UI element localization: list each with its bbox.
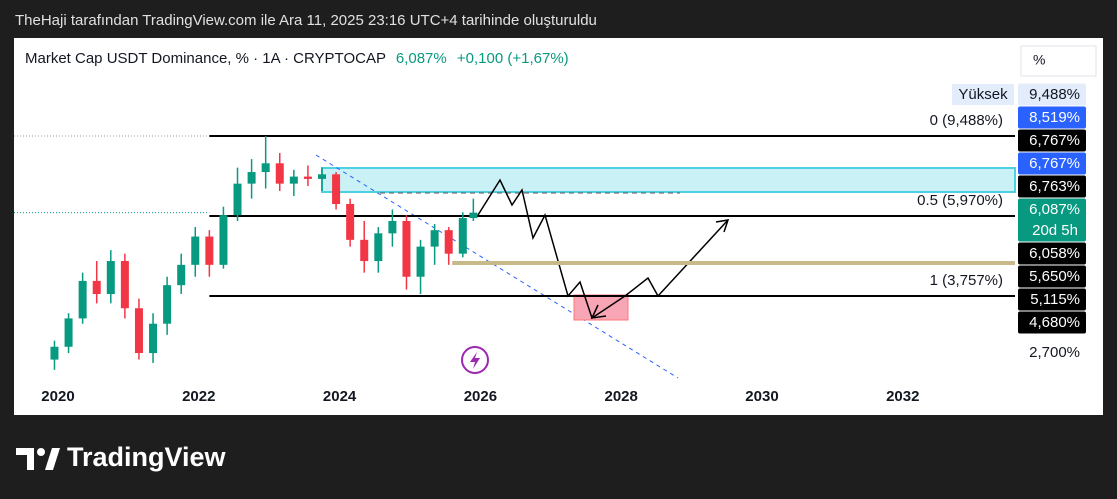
- candle-body: [374, 233, 383, 262]
- price-tag-label: 5,650%: [1029, 268, 1080, 285]
- candle-body: [149, 323, 158, 354]
- logo-dot: [37, 448, 45, 456]
- candle-body: [444, 230, 453, 254]
- logo-mark: [16, 448, 34, 470]
- price-tag: [1018, 106, 1086, 129]
- x-tick-label: 2024: [323, 388, 357, 405]
- high-label: Yüksek: [958, 86, 1008, 103]
- candle-body: [191, 236, 200, 265]
- price-tag: [1018, 288, 1086, 311]
- price-tag-label: 8,519%: [1029, 109, 1080, 126]
- trend-line: [315, 154, 679, 379]
- candle-body: [346, 203, 355, 240]
- candle-body: [317, 174, 326, 179]
- candle-body: [134, 308, 143, 354]
- brand: TradingView: [67, 442, 227, 472]
- candle-body: [430, 230, 439, 247]
- price-tag-label: 4,680%: [1029, 314, 1080, 331]
- price-tag-label: 6,058%: [1029, 245, 1080, 262]
- legend: Market Cap USDT Dominance, % · 1A · CRYP…: [25, 50, 569, 67]
- high-label-bg: [952, 84, 1014, 105]
- x-tick-label: 2022: [182, 388, 215, 405]
- fib-label: 0 (9,488%): [930, 112, 1003, 129]
- candle-body: [458, 218, 467, 254]
- x-tick-label: 2030: [745, 388, 778, 405]
- price-tag-label: 5,115%: [1030, 291, 1080, 308]
- logo-mark: [45, 448, 60, 470]
- candle-body: [388, 220, 397, 234]
- price-tag-label: 6,767%: [1029, 155, 1080, 172]
- legend-title: Market Cap USDT Dominance, % · 1A · CRYP…: [25, 50, 386, 67]
- candle-body: [78, 280, 87, 319]
- chart-panel: [14, 38, 1103, 415]
- candle-body: [92, 280, 101, 295]
- candle-body: [177, 264, 186, 286]
- candle-body: [106, 261, 115, 295]
- scale-unit: %: [1033, 52, 1045, 68]
- candle-body: [416, 246, 425, 277]
- candle-body: [261, 163, 270, 173]
- x-tick-label: 2026: [464, 388, 497, 405]
- scale-button[interactable]: [1020, 45, 1097, 77]
- price-tag-countdown: 20d 5h: [1032, 222, 1078, 239]
- price-tag-label: 9,488%: [1029, 86, 1080, 103]
- price-tag: [1018, 83, 1086, 106]
- legend-change: +0,100 (+1,67%): [457, 50, 569, 67]
- candle-body: [163, 285, 172, 324]
- arrow-head: [590, 304, 607, 319]
- candle-body: [469, 212, 478, 219]
- arrow-head: [715, 219, 730, 233]
- candle-body: [289, 176, 298, 184]
- brand-logo: [16, 448, 60, 470]
- price-tag: [1018, 129, 1086, 152]
- supply-zone: [320, 167, 1017, 193]
- candle-body: [360, 239, 369, 262]
- event-icon[interactable]: [461, 346, 489, 374]
- candle-body: [247, 172, 256, 184]
- x-tick-label: 2028: [605, 388, 638, 405]
- price-tag: [1018, 311, 1086, 334]
- candle-body: [50, 346, 59, 360]
- price-tag: [1018, 152, 1086, 175]
- header: TheHaji tarafından TradingView.com ile A…: [15, 12, 597, 29]
- candle-body: [120, 261, 129, 309]
- candle-body: [303, 176, 312, 179]
- price-tag-label: 6,087%: [1029, 201, 1080, 218]
- legend-price: 6,087%: [396, 50, 447, 67]
- x-tick-label: 2020: [41, 388, 74, 405]
- price-tag-label: 6,763%: [1029, 178, 1080, 195]
- candle-body: [205, 236, 214, 265]
- candle-body: [233, 183, 242, 216]
- candle-body: [402, 220, 411, 277]
- price-tag: [1018, 265, 1086, 288]
- x-tick-label: 2032: [886, 388, 919, 405]
- plot: [14, 134, 1017, 379]
- price-tag: [1018, 175, 1086, 198]
- event-icon-bolt: [470, 352, 480, 369]
- price-tag: [1018, 242, 1086, 265]
- fib-label: 0.5 (5,970%): [917, 192, 1003, 209]
- fib-label: 1 (3,757%): [930, 272, 1003, 289]
- candle-body: [219, 215, 228, 265]
- price-tag: [1018, 198, 1086, 242]
- candle-body: [64, 318, 73, 347]
- candle-body: [275, 163, 284, 184]
- price-tag-label: 6,767%: [1029, 132, 1080, 149]
- candle-body: [332, 174, 341, 204]
- y-tick-label: 2,700%: [1029, 344, 1080, 361]
